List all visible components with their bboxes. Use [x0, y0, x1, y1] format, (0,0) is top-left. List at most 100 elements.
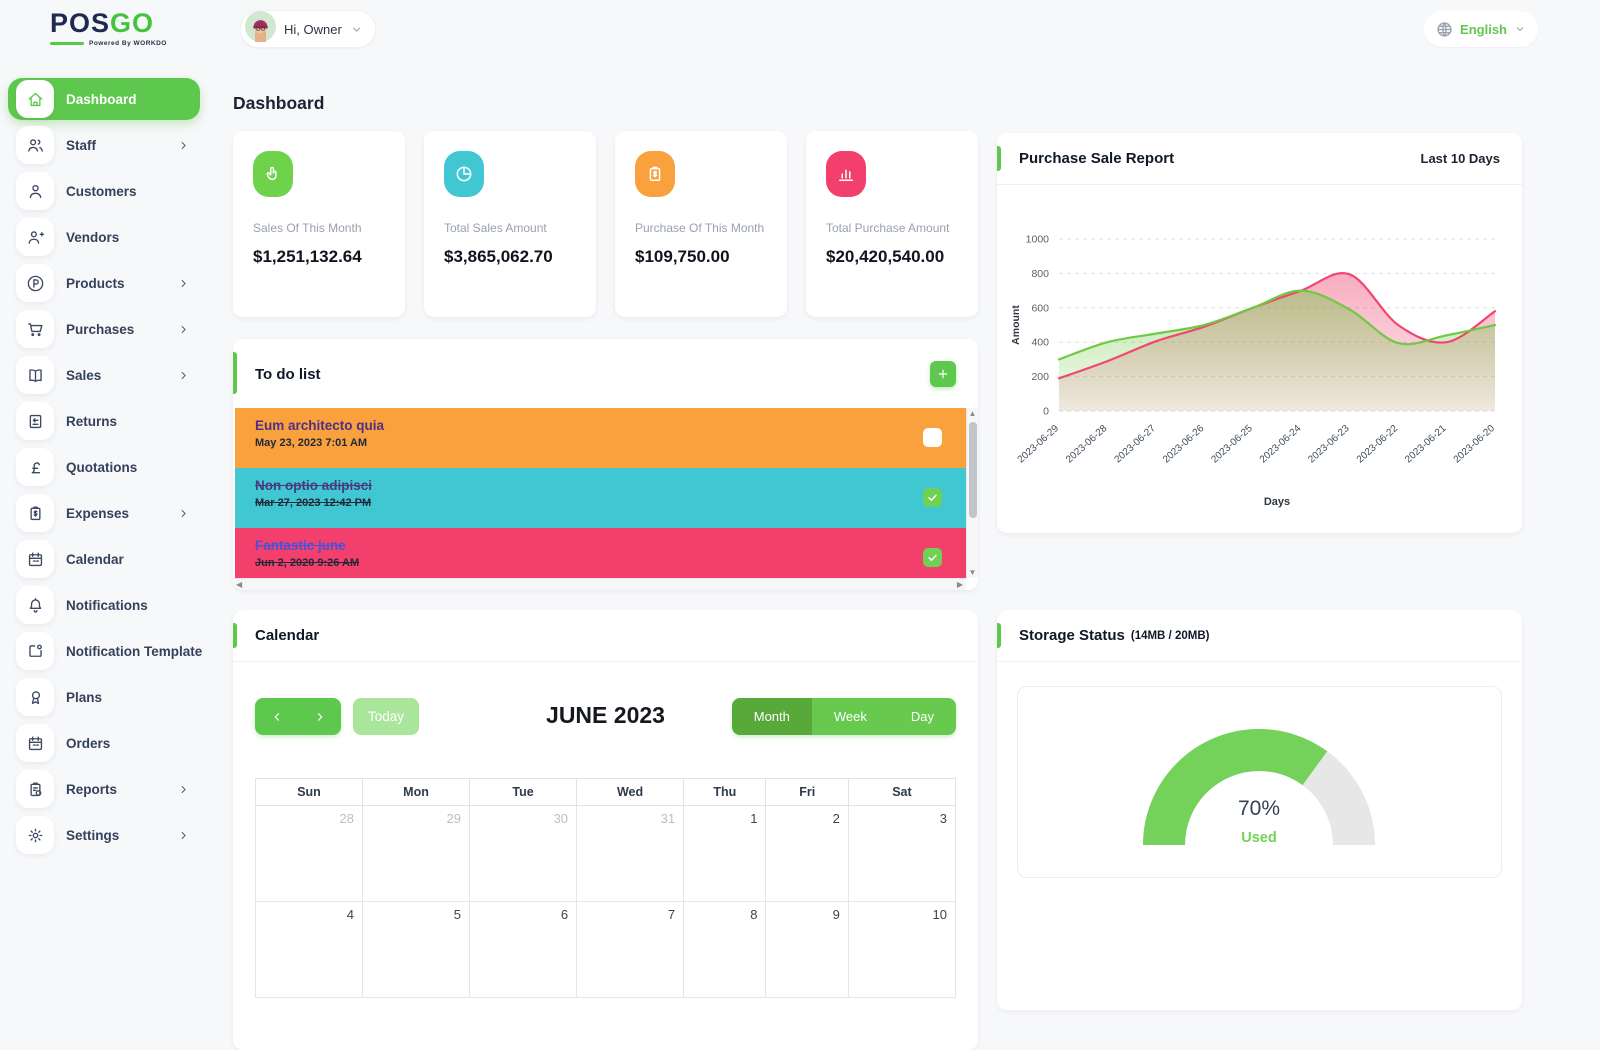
- clip-dollar-icon: [16, 494, 54, 532]
- stat-card-sales-of-this-month: Sales Of This Month $1,251,132.64: [233, 131, 405, 317]
- add-todo-button[interactable]: [930, 361, 956, 387]
- calendar-day-number: 6: [560, 907, 569, 922]
- calendar-day-number: 10: [932, 907, 947, 922]
- sidebar-item-purchases[interactable]: Purchases: [8, 308, 200, 350]
- sidebar-item-label: Notifications: [66, 597, 148, 613]
- logo-tagline: Powered By WORKDO: [50, 40, 170, 47]
- scroll-left-arrow[interactable]: ◀: [236, 580, 243, 589]
- calendar-day-cell[interactable]: 29: [362, 805, 471, 902]
- todo-card-header: To do list: [233, 339, 978, 407]
- sidebar-item-sales[interactable]: Sales: [8, 354, 200, 396]
- sidebar-item-products[interactable]: Products: [8, 262, 200, 304]
- todo-item-datetime: May 23, 2023 7:01 AM: [255, 437, 368, 449]
- sidebar-item-notifications[interactable]: Notifications: [8, 584, 200, 626]
- svg-text:2023-06-22: 2023-06-22: [1355, 423, 1401, 466]
- scrollbar-thumb[interactable]: [969, 422, 977, 518]
- sidebar-item-dashboard[interactable]: Dashboard: [8, 78, 200, 120]
- calendar-today-button[interactable]: Today: [353, 698, 420, 735]
- topbar: POSGO Powered By WORKDO Hi, Owner Englis…: [0, 0, 1600, 60]
- calendar-next-button[interactable]: [298, 698, 341, 735]
- calendar-view-month[interactable]: Month: [731, 698, 812, 735]
- user-menu[interactable]: Hi, Owner: [240, 10, 376, 48]
- svg-text:2023-06-20: 2023-06-20: [1452, 423, 1498, 466]
- calendar-day-cell[interactable]: 4: [254, 901, 364, 998]
- todo-checkbox[interactable]: [923, 548, 942, 567]
- todo-checkbox[interactable]: [923, 428, 942, 447]
- stat-label: Purchase Of This Month: [635, 221, 765, 235]
- svg-text:1000: 1000: [1026, 234, 1050, 246]
- scroll-right-arrow[interactable]: ▶: [956, 580, 963, 589]
- storage-used-label: Used: [1241, 830, 1276, 846]
- calendar-card: Calendar Today JUNE 2023 Month Week Day Su…: [233, 610, 978, 1050]
- sidebar-item-vendors[interactable]: Vendors: [8, 216, 200, 258]
- sidebar-item-staff[interactable]: Staff: [8, 124, 200, 166]
- return-box-icon: [16, 402, 54, 440]
- sidebar-item-returns[interactable]: Returns: [8, 400, 200, 442]
- hand-tap-icon: [253, 151, 293, 197]
- calendar-day-cell[interactable]: 8: [683, 901, 767, 998]
- purchase-sale-chart: 0 200 400 600 800 1000 2023-06-29 2023-06-28 202…: [997, 189, 1522, 533]
- calendar-day-cell[interactable]: 1: [683, 805, 767, 902]
- sidebar-item-quotations[interactable]: Quotations: [8, 446, 200, 488]
- scroll-down-arrow[interactable]: ▼: [968, 568, 977, 577]
- svg-text:800: 800: [1031, 268, 1049, 280]
- sidebar-item-reports[interactable]: Reports: [8, 768, 200, 810]
- sidebar-item-expenses[interactable]: Expenses: [8, 492, 200, 534]
- calendar-day-cell[interactable]: 9: [765, 901, 849, 998]
- todo-item-title: Non optio adipisci: [255, 478, 372, 493]
- todo-list: Eum architecto quia May 23, 2023 7:01 AM N…: [235, 408, 966, 578]
- calendar-title: Calendar: [255, 627, 320, 644]
- todo-horizontal-scrollbar[interactable]: ◀ ▶: [233, 578, 966, 590]
- stat-value: $20,420,540.00: [826, 247, 945, 266]
- calendar-day-cell[interactable]: 3: [847, 805, 957, 902]
- todo-item[interactable]: Fantastic june Jun 2, 2020 9:26 AM: [235, 528, 966, 578]
- calendar-view-day[interactable]: Day: [888, 698, 956, 735]
- calendar-day-cell[interactable]: 5: [362, 901, 471, 998]
- svg-text:600: 600: [1031, 302, 1049, 314]
- todo-item-title: Eum architecto quia: [255, 418, 385, 433]
- calendar-day-number: 4: [346, 907, 355, 922]
- calendar-day-cell[interactable]: 2: [765, 805, 849, 902]
- sidebar-item-orders[interactable]: Orders: [8, 722, 200, 764]
- calendar-day-number: 3: [939, 811, 947, 826]
- sidebar-item-settings[interactable]: Settings: [8, 814, 200, 856]
- todo-title: To do list: [255, 365, 321, 383]
- users-icon: [16, 126, 54, 164]
- sidebar-item-label: Expenses: [66, 505, 130, 521]
- sidebar-item-label: Vendors: [66, 229, 120, 245]
- calendar-day-cell[interactable]: 6: [469, 901, 578, 998]
- chevron-right-icon: [177, 829, 190, 842]
- sidebar-item-label: Plans: [66, 689, 103, 705]
- sidebar-item-label: Settings: [66, 827, 120, 843]
- chevron-right-icon: [313, 710, 327, 724]
- storage-gauge-panel: 70% Used: [1017, 686, 1502, 878]
- calendar-day-cell[interactable]: 30: [469, 805, 578, 902]
- calendar-day-cell[interactable]: 31: [576, 805, 685, 902]
- calendar-day-header: Tue: [469, 778, 578, 806]
- storage-gauge: 70% Used: [1018, 693, 1501, 873]
- calendar-day-cell[interactable]: 28: [254, 805, 364, 902]
- report-card-header: Purchase Sale Report Last 10 Days: [997, 133, 1522, 185]
- calendar-day-number: 8: [750, 907, 758, 922]
- calendar-prev-button[interactable]: [255, 698, 298, 735]
- todo-item[interactable]: Non optio adipisci Mar 27, 2023 12:42 PM: [235, 468, 966, 528]
- scroll-up-arrow[interactable]: ▲: [968, 409, 977, 418]
- todo-checkbox[interactable]: [923, 488, 942, 507]
- sidebar-item-notification-template[interactable]: Notification Template: [8, 630, 202, 672]
- todo-vertical-scrollbar[interactable]: ▲ ▼: [966, 408, 978, 578]
- calendar-day-cell[interactable]: 10: [847, 901, 957, 998]
- logo-text: POSGO: [50, 10, 170, 37]
- calendar-day-header: Wed: [576, 778, 685, 806]
- todo-item[interactable]: Eum architecto quia May 23, 2023 7:01 AM: [235, 408, 966, 468]
- svg-text:Amount: Amount: [1010, 305, 1022, 345]
- calendar-view-week[interactable]: Week: [811, 698, 889, 735]
- svg-text:Days: Days: [1264, 496, 1290, 508]
- language-selector[interactable]: English: [1424, 11, 1538, 47]
- language-label: English: [1460, 21, 1507, 37]
- sidebar-item-plans[interactable]: Plans: [8, 676, 200, 718]
- sidebar-item-label: Returns: [66, 413, 118, 429]
- chevron-right-icon: [177, 783, 190, 796]
- calendar-day-cell[interactable]: 7: [576, 901, 685, 998]
- sidebar-item-calendar[interactable]: Calendar: [8, 538, 200, 580]
- sidebar-item-customers[interactable]: Customers: [8, 170, 200, 212]
